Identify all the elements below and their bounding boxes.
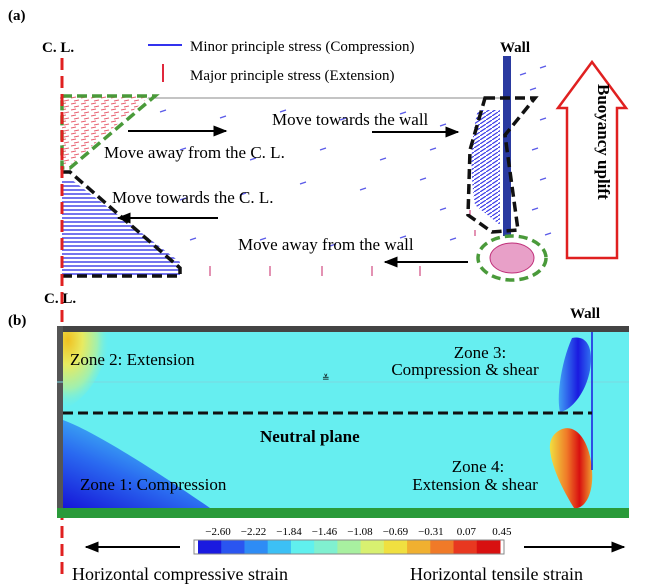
stress-vector-field xyxy=(159,65,552,247)
colorbar-tick-label: −2.22 xyxy=(241,526,266,538)
colorbar-swatch xyxy=(337,540,362,554)
right-caption: Horizontal tensile strain xyxy=(410,564,583,584)
colorbar-tick-label: −1.46 xyxy=(312,526,338,538)
colorbar-swatch xyxy=(314,540,338,554)
zone1-label: Zone 1: Compression xyxy=(80,475,227,494)
cl-label-b: C. L. xyxy=(44,291,76,307)
neutral-plane-label: Neutral plane xyxy=(260,427,360,446)
zone3-label-line2: Compression & shear xyxy=(391,360,539,379)
buoyancy-arrow xyxy=(555,59,629,260)
zone4-label-line1: Zone 4: xyxy=(452,457,504,476)
wall-compression-region-a xyxy=(471,110,500,225)
colorbar-tick-label: −0.31 xyxy=(418,526,443,538)
colorbar-swatch xyxy=(198,540,222,554)
green-dashed-extension-outline xyxy=(60,94,160,170)
colorbar-swatch xyxy=(360,540,385,554)
colorbar-tick-label: 0.07 xyxy=(457,526,477,538)
left-caption: Horizontal compressive strain xyxy=(72,564,288,584)
colorbar-frame xyxy=(193,539,505,555)
black-dashed-compression-outline xyxy=(62,170,182,278)
colorbar-swatch xyxy=(383,540,408,554)
panel-a-label: (a) xyxy=(8,8,26,24)
ann-move-away-cl: Move away from the C. L. xyxy=(104,143,285,162)
colorbar-swatch xyxy=(221,540,245,554)
ann-move-towards-cl: Move towards the C. L. xyxy=(112,188,273,207)
ann-move-away-wall: Move away from the wall xyxy=(238,235,414,254)
extension-region-a xyxy=(62,96,150,165)
ann-move-towards-wall: Move towards the wall xyxy=(272,110,429,129)
zone4-label-line2: Extension & shear xyxy=(412,475,538,494)
colorbar-tick-label: −2.60 xyxy=(205,526,231,538)
colorbar-swatch xyxy=(407,540,431,554)
colorbar-swatch xyxy=(267,540,292,554)
colorbar-tick-label: −1.08 xyxy=(347,526,373,538)
cl-label-a: C. L. xyxy=(42,40,74,56)
black-dashed-wall-outline xyxy=(466,96,539,234)
green-dashed-toe-outline xyxy=(476,234,548,282)
colorbar-tick-label: −1.84 xyxy=(276,526,302,538)
wall-label-b: Wall xyxy=(570,306,600,322)
legend-major-text: Major principle stress (Extension) xyxy=(190,68,395,84)
colorbar-swatch xyxy=(453,540,478,554)
svg-text:≚: ≚ xyxy=(322,373,330,383)
colorbar-tick-label: 0.45 xyxy=(492,526,512,538)
zone2-label: Zone 2: Extension xyxy=(70,350,195,369)
zone3-label-line1: Zone 3: xyxy=(454,343,506,362)
colorbar-tick-label: −0.69 xyxy=(383,526,409,538)
buoyancy-text: Buoyancy uplift xyxy=(594,84,613,200)
colorbar: −2.60 −2.22 −1.84 −1.46 −1.08 −0.69 −0.31 0.07 0… xyxy=(193,526,512,555)
colorbar-swatch xyxy=(244,540,269,554)
toe-extension-cluster xyxy=(489,242,535,274)
compression-region-a xyxy=(62,180,180,276)
legend-minor-text: Minor principle stress (Compression) xyxy=(190,39,415,55)
colorbar-swatch xyxy=(430,540,455,554)
wall-label-a: Wall xyxy=(500,40,530,56)
strain-contour-plot: ≚ xyxy=(57,326,629,518)
colorbar-swatch xyxy=(476,540,501,554)
colorbar-swatch xyxy=(290,540,315,554)
panel-b-label: (b) xyxy=(8,313,26,329)
